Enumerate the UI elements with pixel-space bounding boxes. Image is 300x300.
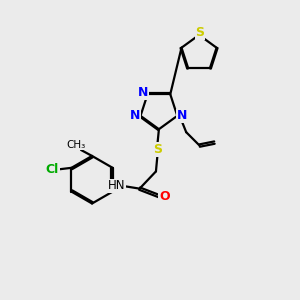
Text: O: O <box>159 190 169 202</box>
Text: S: S <box>153 143 162 156</box>
Text: S: S <box>195 26 204 39</box>
Text: N: N <box>130 109 140 122</box>
Text: N: N <box>138 86 148 99</box>
Text: CH₃: CH₃ <box>66 140 85 150</box>
Text: HN: HN <box>108 179 125 192</box>
Text: Cl: Cl <box>46 163 59 176</box>
Text: N: N <box>177 109 187 122</box>
